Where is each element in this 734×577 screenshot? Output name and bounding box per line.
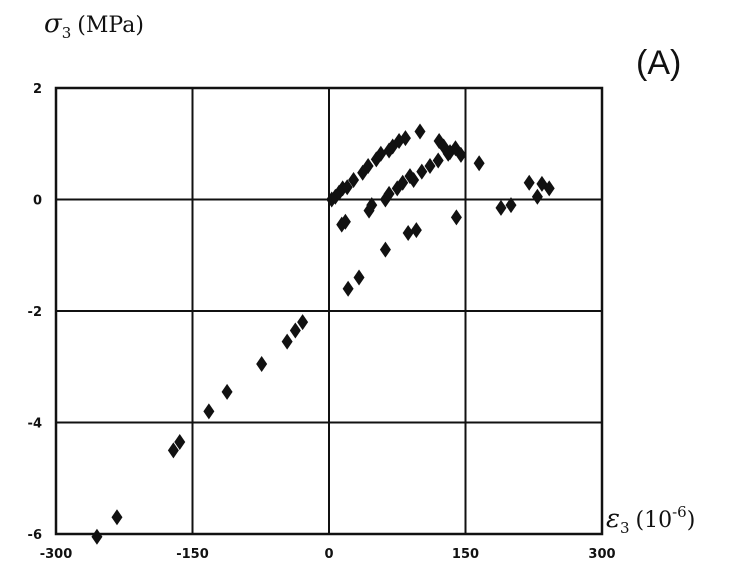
data-point bbox=[167, 442, 179, 459]
data-point bbox=[339, 213, 351, 230]
data-point bbox=[362, 158, 374, 175]
grid-lines bbox=[56, 88, 602, 534]
data-point bbox=[473, 155, 485, 172]
data-point bbox=[366, 197, 378, 214]
data-point bbox=[397, 174, 409, 191]
y-tick-label: 2 bbox=[33, 82, 42, 97]
data-point bbox=[424, 158, 436, 175]
tick-labels: -300 -150 0 150 300 2 0 -2 -4 -6 bbox=[28, 82, 616, 562]
data-point bbox=[341, 179, 353, 196]
x-axis-subscript: 3 bbox=[620, 519, 630, 537]
plot-frame bbox=[54, 86, 604, 536]
data-point bbox=[281, 333, 293, 350]
data-point bbox=[383, 185, 395, 202]
x-axis-title: ε3 (10-6) bbox=[606, 503, 695, 537]
data-point bbox=[442, 145, 454, 162]
data-points bbox=[91, 123, 555, 545]
x-axis-symbol: ε bbox=[606, 504, 620, 534]
data-point bbox=[505, 197, 517, 214]
data-point bbox=[289, 322, 301, 339]
data-point bbox=[379, 241, 391, 258]
y-tick-label: -4 bbox=[28, 417, 42, 432]
data-point bbox=[450, 209, 462, 226]
data-point bbox=[402, 224, 414, 241]
data-point bbox=[543, 180, 555, 197]
data-point bbox=[495, 199, 507, 216]
data-point bbox=[375, 145, 387, 162]
data-point bbox=[416, 163, 428, 180]
data-point bbox=[432, 152, 444, 169]
data-point bbox=[111, 509, 123, 526]
x-axis-unit-exponent: -6 bbox=[672, 503, 687, 521]
data-point bbox=[531, 188, 543, 205]
data-point bbox=[203, 403, 215, 420]
x-tick-label: 150 bbox=[452, 547, 479, 562]
data-point bbox=[523, 174, 535, 191]
x-axis-unit-close: ) bbox=[687, 508, 696, 533]
data-point bbox=[342, 280, 354, 297]
data-point bbox=[410, 222, 422, 239]
data-point bbox=[353, 269, 365, 286]
x-tick-label: -300 bbox=[40, 547, 73, 562]
data-point bbox=[408, 171, 420, 188]
x-tick-label: 300 bbox=[588, 547, 615, 562]
y-axis-unit: (MPa) bbox=[77, 13, 144, 38]
data-point bbox=[91, 528, 103, 545]
data-point bbox=[297, 314, 309, 331]
panel-label: (A) bbox=[636, 44, 681, 82]
y-axis-title: σ3 (MPa) bbox=[44, 9, 144, 42]
x-tick-label: -150 bbox=[176, 547, 209, 562]
y-axis-subscript: 3 bbox=[62, 24, 72, 42]
data-point bbox=[449, 140, 461, 157]
y-axis-symbol: σ bbox=[44, 9, 63, 39]
data-point bbox=[399, 130, 411, 147]
x-axis-unit: (10 bbox=[636, 508, 673, 533]
data-point bbox=[348, 171, 360, 188]
data-point bbox=[256, 355, 268, 372]
y-tick-label: -2 bbox=[28, 305, 42, 320]
data-point bbox=[414, 123, 426, 140]
data-point bbox=[221, 383, 233, 400]
x-tick-label: 0 bbox=[324, 547, 333, 562]
y-tick-label: -6 bbox=[28, 528, 42, 543]
y-tick-label: 0 bbox=[33, 194, 42, 209]
data-point bbox=[174, 434, 186, 451]
